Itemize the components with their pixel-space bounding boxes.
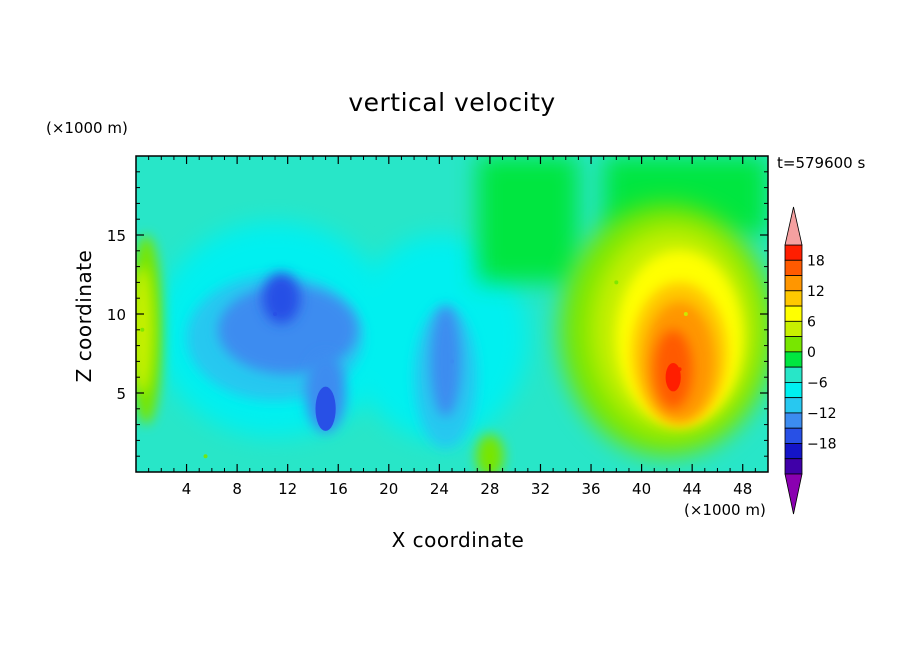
y-tick-label: 15 (107, 227, 126, 245)
y-axis-label: Z coordinate (72, 249, 96, 383)
feature-point (140, 327, 145, 332)
feature-point (450, 359, 454, 364)
chart-title: vertical velocity (348, 88, 556, 117)
contour-band (665, 362, 681, 392)
colorbar-band (784, 427, 803, 444)
x-tick-label: 16 (329, 480, 348, 498)
y-axis-ticks: 5 10 15 (107, 171, 768, 457)
feature-point (683, 312, 688, 316)
colorbar-band (784, 320, 803, 338)
feature-point (614, 280, 619, 285)
x-axis-label: X coordinate (391, 528, 525, 552)
x-tick-label: 28 (480, 480, 499, 498)
feature-point (273, 312, 278, 316)
time-label: t=579600 s (777, 154, 866, 172)
x-tick-label: 20 (379, 480, 398, 498)
colorbar-lower-extension (784, 473, 803, 515)
x-tick-label: 40 (632, 480, 651, 498)
colorbar-band (784, 290, 803, 307)
velocity-field (136, 156, 768, 472)
colorbar: 18 12 6 0 −6 −12 −18 (784, 206, 837, 515)
colorbar-tick-label: 12 (807, 284, 825, 300)
feature-point (323, 406, 328, 411)
x-tick-label: 8 (232, 480, 242, 498)
colorbar-band (784, 244, 803, 261)
contour-band (218, 285, 358, 375)
colorbar-band (784, 351, 803, 368)
x-tick-label: 44 (683, 480, 702, 498)
x-tick-label: 12 (278, 480, 297, 498)
x-tick-label: 36 (581, 480, 600, 498)
colorbar-band (784, 397, 803, 414)
x-axis-ticks: 4 8 12 16 20 24 28 32 36 40 44 48 (148, 156, 756, 498)
z-axis-unit: (×1000 m) (46, 119, 128, 137)
colorbar-tick-label: 6 (807, 314, 816, 330)
colorbar-tick-label: −6 (807, 375, 828, 391)
colorbar-band (784, 305, 803, 322)
contour-band (476, 434, 504, 472)
x-tick-label: 32 (531, 480, 550, 498)
y-tick-label: 10 (107, 306, 126, 324)
x-tick-label: 4 (182, 480, 192, 498)
colorbar-band (784, 443, 803, 460)
colorbar-tick-label: −12 (807, 406, 837, 422)
colorbar-band (784, 366, 803, 383)
colorbar-band (784, 381, 803, 399)
colorbar-tick-label: −18 (807, 436, 837, 452)
feature-point (203, 454, 208, 459)
feature-point (677, 367, 682, 372)
colorbar-upper-extension (784, 206, 803, 246)
colorbar-band (784, 458, 803, 475)
y-tick-label: 5 (116, 385, 126, 403)
contour-band (430, 306, 461, 417)
x-axis-unit: (×1000 m) (684, 501, 766, 519)
x-tick-label: 24 (430, 480, 449, 498)
colorbar-band (784, 259, 803, 276)
colorbar-band (784, 412, 803, 429)
colorbar-band (784, 275, 803, 292)
colorbar-tick-label: 18 (807, 253, 825, 269)
contour-band (477, 156, 579, 283)
colorbar-band (784, 336, 803, 353)
feature-point (487, 454, 492, 459)
colorbar-tick-label: 0 (807, 345, 816, 361)
contour-band (262, 272, 301, 324)
x-tick-label: 48 (733, 480, 752, 498)
